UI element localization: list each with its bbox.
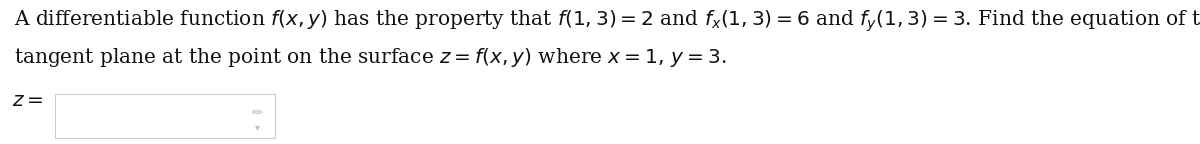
Text: $z =$: $z =$ (12, 90, 43, 109)
Text: ✏: ✏ (251, 106, 263, 120)
Text: A differentiable function $f(x, y)$ has the property that $f(1, 3) = 2$ and $f_x: A differentiable function $f(x, y)$ has … (14, 8, 1200, 34)
Text: ▾: ▾ (254, 122, 259, 132)
FancyBboxPatch shape (55, 94, 275, 138)
Text: tangent plane at the point on the surface $z = f(x, y)$ where $x = 1,\, y = 3$.: tangent plane at the point on the surfac… (14, 46, 727, 69)
